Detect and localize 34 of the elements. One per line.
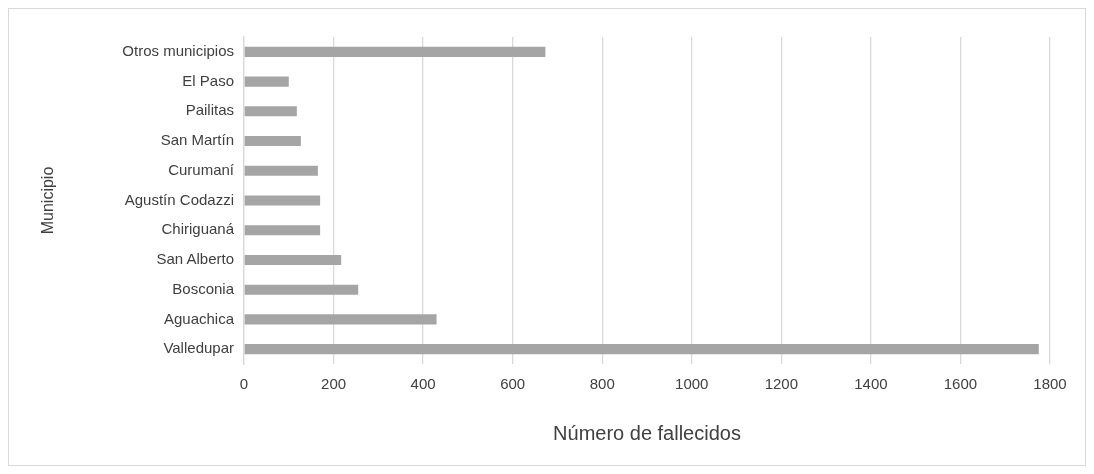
x-axis-title: Número de fallecidos <box>553 421 741 444</box>
x-tick-label: 1400 <box>854 375 888 393</box>
y-tick-label: San Martín <box>160 131 234 149</box>
x-tick-label: 0 <box>239 375 249 393</box>
bar <box>244 165 318 176</box>
y-tick-label: Bosconia <box>172 279 235 297</box>
x-tick-label: 1000 <box>675 375 709 393</box>
bar <box>244 225 321 236</box>
x-tick-label: 400 <box>410 375 436 393</box>
y-tick-label: San Alberto <box>156 250 234 268</box>
y-tick-label: Pailitas <box>185 101 234 119</box>
x-tick-label: 1200 <box>764 375 799 393</box>
x-tick-label: 800 <box>589 375 615 393</box>
bar <box>244 284 359 295</box>
x-tick-label: 1600 <box>943 375 978 393</box>
y-tick-label: Curumaní <box>168 160 235 178</box>
y-tick-label: Aguachica <box>163 309 235 327</box>
y-tick-label: Agustín Codazzi <box>124 190 234 208</box>
bar <box>244 314 437 325</box>
bar <box>244 344 1039 355</box>
y-tick-label: Valledupar <box>163 339 234 357</box>
y-tick-label: Chiriguaná <box>161 220 235 238</box>
y-axis-title: Municipio <box>39 166 57 235</box>
x-tick-label: 200 <box>321 375 347 393</box>
x-tick-label: 600 <box>500 375 526 393</box>
x-tick-label: 1800 <box>1033 375 1067 393</box>
bar <box>244 76 289 87</box>
bar <box>244 195 321 206</box>
bar <box>244 106 297 117</box>
bar <box>244 46 546 57</box>
y-tick-label: El Paso <box>182 71 234 89</box>
bar <box>244 135 301 147</box>
bar <box>244 254 342 266</box>
y-tick-label: Otros municipios <box>122 42 234 59</box>
